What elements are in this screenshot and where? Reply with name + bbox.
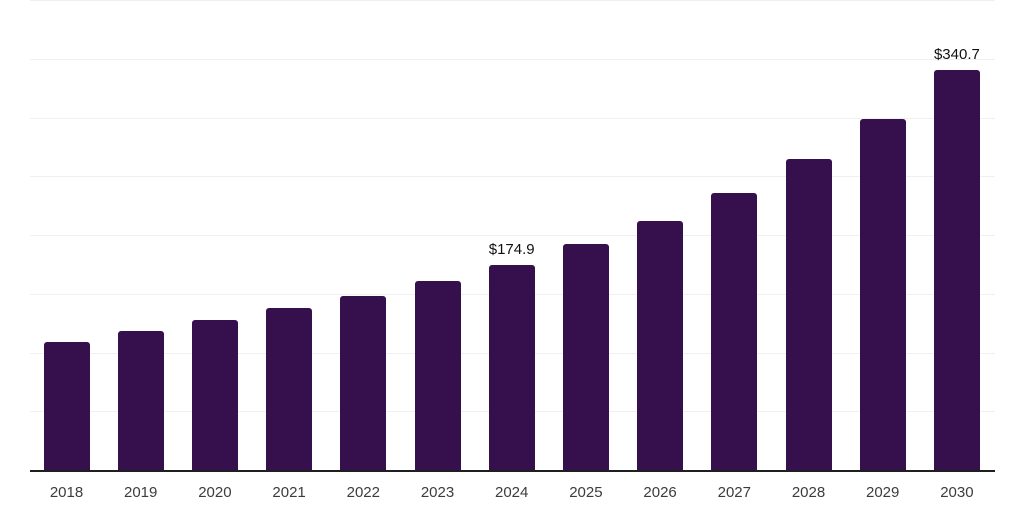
x-tick-2022: 2022: [346, 484, 380, 501]
bar-2027: [711, 192, 758, 470]
value-label-2030: $340.7: [933, 45, 980, 63]
x-tick-2018: 2018: [49, 484, 84, 501]
bar-2022: [340, 295, 387, 470]
bar-2024: [488, 264, 535, 470]
bar-2025: [562, 243, 609, 470]
x-tick-2020: 2020: [198, 484, 232, 501]
x-axis: 2018 2019 2020 2021 2022 2023 2024 2025 2026 2027…: [30, 484, 995, 504]
plot-area: $174.9 $340.7: [30, 0, 995, 472]
bar-2030: [933, 69, 980, 470]
gridline-300: [30, 117, 995, 119]
gridline-400: [30, 0, 995, 1]
x-tick-2024: 2024: [495, 484, 529, 501]
gridline-350: [30, 58, 995, 60]
bar-2021: [266, 308, 313, 470]
x-tick-2026: 2026: [643, 484, 677, 501]
x-tick-2021: 2021: [272, 484, 306, 501]
x-tick-2030: 2030: [940, 484, 974, 501]
bar-2018: [43, 341, 90, 470]
gridline-200: [30, 235, 995, 236]
x-tick-2025: 2025: [569, 484, 603, 501]
x-tick-2027: 2027: [717, 484, 751, 501]
x-tick-2023: 2023: [420, 484, 455, 501]
x-tick-2028: 2028: [791, 484, 826, 501]
x-tick-2019: 2019: [124, 484, 158, 501]
bar-2028: [785, 158, 832, 470]
bar-2020: [191, 320, 238, 470]
bar-2019: [117, 330, 164, 470]
bar-2026: [637, 220, 684, 470]
bar-2029: [859, 118, 906, 470]
gridline-250: [30, 176, 995, 178]
x-tick-2029: 2029: [866, 484, 900, 501]
bar-2023: [414, 280, 461, 470]
value-label-2024: $174.9: [488, 240, 535, 258]
